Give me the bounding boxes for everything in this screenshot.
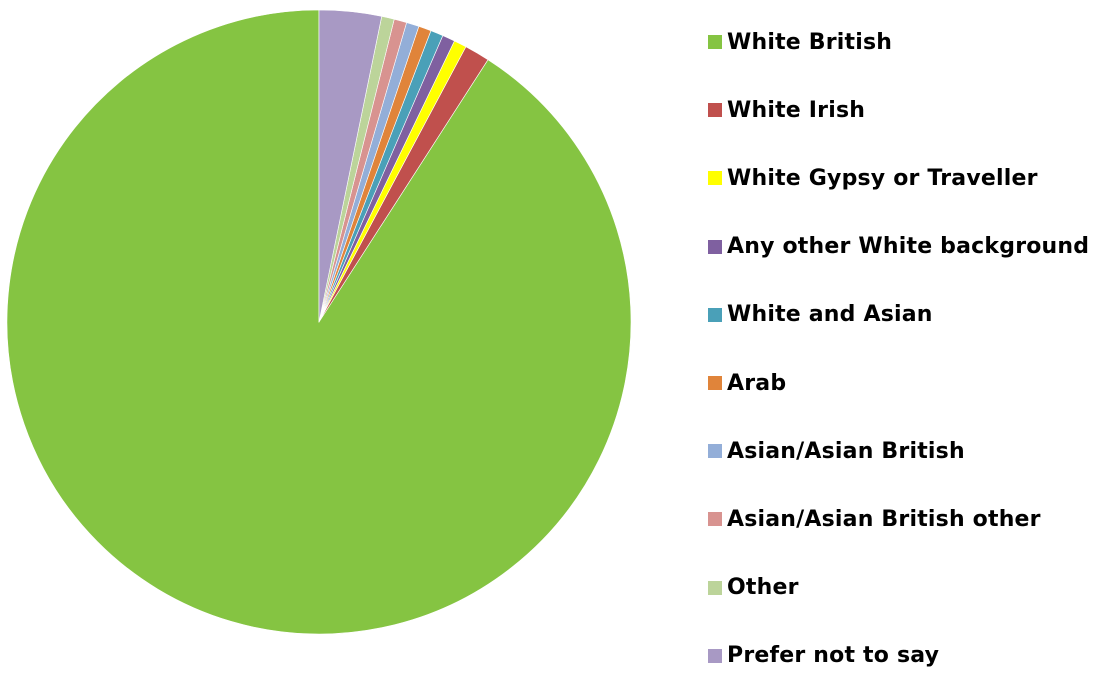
legend-label: White British: [727, 29, 893, 55]
chart-legend: White British White Irish White Gypsy or T…: [708, 8, 1117, 690]
legend-label: White and Asian: [727, 302, 933, 328]
legend-swatch: [708, 648, 722, 663]
legend-label: White Irish: [727, 97, 866, 123]
legend-label: Asian/Asian British other: [727, 506, 1041, 532]
legend-swatch: [708, 580, 722, 595]
legend-item: Arab: [708, 349, 1117, 417]
legend-item: White and Asian: [708, 281, 1117, 349]
legend-swatch: [708, 307, 722, 322]
legend-label: Arab: [727, 370, 787, 396]
legend-item: White Irish: [708, 76, 1117, 144]
legend-swatch: [708, 444, 722, 459]
legend-item: White British: [708, 8, 1117, 76]
legend-item: Asian/Asian British other: [708, 485, 1117, 553]
legend-label: Asian/Asian British: [727, 438, 965, 464]
legend-swatch: [708, 35, 722, 50]
legend-item: Asian/Asian British: [708, 417, 1117, 485]
pie-slice-prefer-not-to-say: [318, 9, 383, 323]
legend-item: Other: [708, 554, 1117, 622]
legend-swatch: [708, 103, 722, 118]
legend-swatch: [708, 239, 722, 254]
legend-label: Prefer not to say: [727, 643, 940, 669]
legend-label: Other: [727, 575, 799, 601]
legend-swatch: [708, 512, 722, 527]
pie-chart: [6, 9, 632, 635]
legend-item: Any other White background: [708, 213, 1117, 281]
legend-label: White Gypsy or Traveller: [727, 165, 1038, 191]
legend-swatch: [708, 171, 722, 186]
legend-item: Prefer not to say: [708, 622, 1117, 690]
legend-item: White Gypsy or Traveller: [708, 144, 1117, 212]
legend-label: Any other White background: [727, 234, 1090, 260]
legend-swatch: [708, 376, 722, 391]
